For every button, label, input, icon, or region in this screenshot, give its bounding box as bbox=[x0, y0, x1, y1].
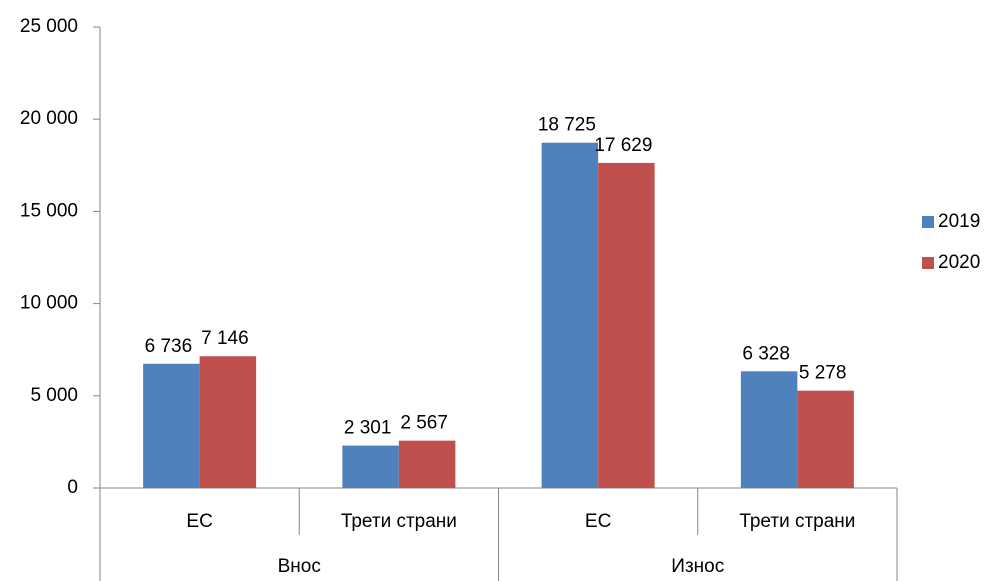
legend-label: 2020 bbox=[938, 252, 980, 273]
y-tick-label: 10 000 bbox=[20, 293, 78, 314]
data-label: 17 629 bbox=[594, 135, 652, 156]
legend-swatch bbox=[922, 257, 934, 269]
y-tick-label: 20 000 bbox=[20, 108, 78, 129]
y-tick-label: 0 bbox=[67, 477, 78, 498]
legend-swatch bbox=[922, 216, 934, 228]
group-label: Внос bbox=[278, 556, 321, 577]
bar bbox=[598, 162, 655, 488]
data-label: 5 278 bbox=[799, 363, 847, 384]
bar bbox=[342, 445, 399, 488]
bar bbox=[199, 356, 257, 488]
bar bbox=[143, 363, 200, 488]
bar bbox=[541, 142, 599, 488]
data-label: 2 301 bbox=[344, 418, 392, 439]
bar bbox=[797, 390, 854, 488]
bar bbox=[398, 440, 456, 488]
x-tick-label: ЕС bbox=[585, 511, 611, 532]
group-label: Износ bbox=[671, 556, 724, 577]
data-label: 2 567 bbox=[400, 413, 448, 434]
data-label: 6 736 bbox=[145, 336, 193, 357]
data-label: 6 328 bbox=[742, 343, 790, 364]
y-tick-label: 5 000 bbox=[30, 385, 78, 406]
x-tick-label: Трети страни bbox=[341, 511, 457, 532]
data-label: 7 146 bbox=[201, 328, 249, 349]
data-label: 18 725 bbox=[538, 115, 596, 136]
x-tick-label: Трети страни bbox=[739, 511, 855, 532]
y-tick-label: 25 000 bbox=[20, 16, 78, 37]
bar bbox=[740, 371, 798, 488]
y-tick-label: 15 000 bbox=[20, 200, 78, 221]
legend-label: 2019 bbox=[938, 211, 980, 232]
x-tick-label: ЕС bbox=[186, 511, 212, 532]
